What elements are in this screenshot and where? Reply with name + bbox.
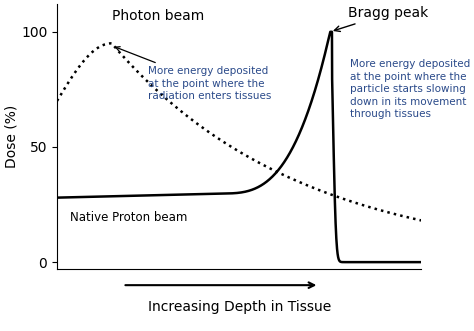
Text: Photon beam: Photon beam	[112, 9, 204, 23]
Text: More energy deposited
at the point where the
radiation enters tissues: More energy deposited at the point where…	[116, 47, 272, 101]
Text: Native Proton beam: Native Proton beam	[70, 212, 187, 224]
Y-axis label: Dose (%): Dose (%)	[4, 105, 18, 168]
X-axis label: Increasing Depth in Tissue: Increasing Depth in Tissue	[147, 300, 331, 313]
Text: Bragg peak: Bragg peak	[334, 6, 428, 31]
Text: More energy deposited
at the point where the
particle starts slowing
down in its: More energy deposited at the point where…	[350, 60, 471, 119]
